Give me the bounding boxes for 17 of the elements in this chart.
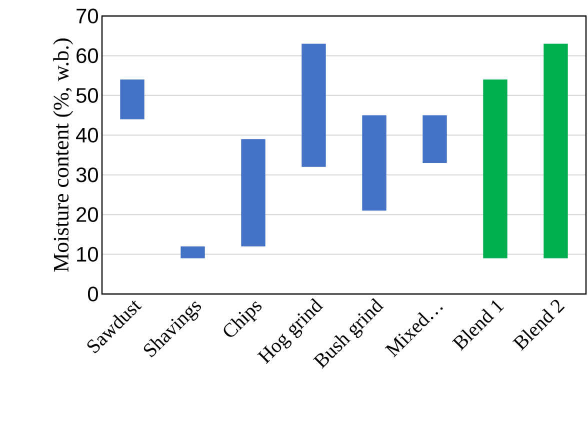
bar: [362, 115, 386, 211]
bar: [483, 80, 508, 258]
bar: [422, 115, 447, 163]
y-tick-label: 20: [76, 207, 98, 222]
y-tick-label: 50: [76, 88, 98, 103]
y-tick-label: 0: [88, 286, 98, 302]
y-tick-label: 30: [76, 167, 98, 182]
y-tick-label: 40: [76, 128, 98, 143]
bar: [544, 44, 568, 258]
y-tick-label: 10: [77, 246, 98, 262]
bar: [120, 80, 144, 120]
y-tick-label: 70: [76, 8, 98, 24]
y-axis-title: Moisture content (%, w.b.): [53, 38, 74, 272]
bar: [180, 246, 205, 258]
y-tick-label: 60: [76, 48, 98, 64]
bar: [241, 139, 266, 246]
bar: [302, 44, 326, 167]
